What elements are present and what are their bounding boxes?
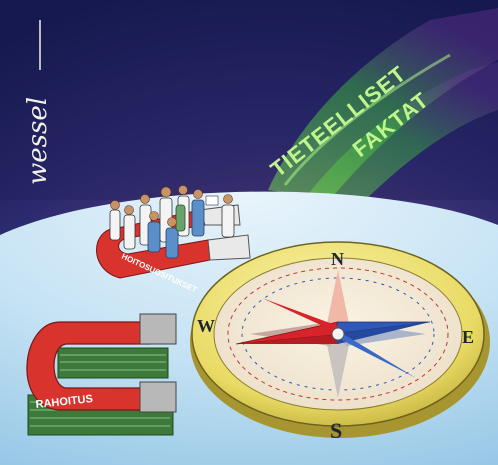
bar-magnet: RAHOITUS <box>26 313 177 413</box>
compass-east: E <box>462 327 474 347</box>
compass-needle <box>235 298 431 378</box>
artist-signature: wessel <box>23 97 53 185</box>
compass: N E S W <box>190 241 490 443</box>
bar-magnet-label: RAHOITUS <box>35 393 93 411</box>
aurora <box>268 8 498 215</box>
compass-north: N <box>331 249 344 269</box>
compass-south: S <box>330 418 342 443</box>
compass-west: W <box>197 316 215 336</box>
crowd-of-doctors <box>109 185 235 259</box>
